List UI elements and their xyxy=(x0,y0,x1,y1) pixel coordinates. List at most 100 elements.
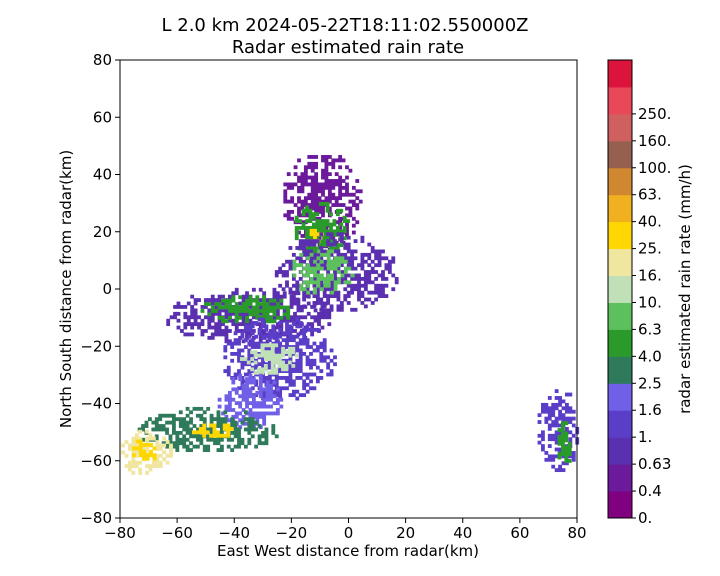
echo-cell xyxy=(333,273,337,278)
echo-cell xyxy=(329,294,334,298)
echo-cell xyxy=(329,358,334,363)
echo-cell xyxy=(327,192,332,197)
echo-cell xyxy=(186,332,191,337)
echo-cell xyxy=(168,413,173,418)
echo-cell xyxy=(339,304,344,309)
echo-cell xyxy=(561,416,566,421)
echo-cell xyxy=(175,444,180,449)
echo-cell xyxy=(360,252,365,257)
echo-cell xyxy=(145,453,150,458)
echo-cell xyxy=(571,423,576,428)
echo-cell xyxy=(240,441,245,446)
echo-cell xyxy=(261,317,265,322)
echo-cell xyxy=(278,369,283,373)
echo-cell xyxy=(274,338,279,343)
echo-cell xyxy=(564,438,569,443)
echo-cell xyxy=(334,172,339,177)
echo-cell xyxy=(309,252,314,257)
echo-cell xyxy=(151,460,156,465)
echo-cell xyxy=(313,287,317,292)
echo-cell xyxy=(176,301,181,306)
colorbar: 0.0.40.631.1.62.54.06.310.16.25.40.63.10… xyxy=(607,59,671,527)
echo-cell xyxy=(537,440,542,445)
echo-cell xyxy=(245,319,249,324)
echo-cell xyxy=(317,315,321,320)
echo-cell xyxy=(338,203,343,207)
echo-cell xyxy=(302,393,307,398)
echo-cell xyxy=(286,185,291,190)
echo-cell xyxy=(355,206,360,211)
echo-cell xyxy=(547,416,552,421)
echo-cell xyxy=(224,298,229,303)
echo-cell xyxy=(357,273,361,278)
echo-cell xyxy=(241,329,246,333)
echo-cell xyxy=(274,348,279,353)
echo-cell xyxy=(323,283,328,288)
echo-cell xyxy=(295,317,300,322)
colorbar-tick-label: 1.6 xyxy=(638,401,662,419)
echo-cell xyxy=(283,199,288,204)
echo-cell xyxy=(278,376,283,380)
echo-cell xyxy=(127,464,132,469)
echo-cell xyxy=(298,338,303,343)
echo-cell xyxy=(296,291,301,296)
echo-cell xyxy=(338,227,343,232)
echo-cell xyxy=(142,449,147,454)
echo-cell xyxy=(258,411,263,416)
colorbar-tick-label: 16. xyxy=(638,267,662,285)
echo-cell xyxy=(234,312,239,317)
x-tick-label: 60 xyxy=(510,524,529,542)
echo-cell xyxy=(298,362,303,367)
echo-cell xyxy=(298,259,303,264)
echo-cell xyxy=(241,294,246,299)
echo-cell xyxy=(216,437,221,442)
echo-cell xyxy=(296,298,301,302)
echo-cell xyxy=(316,263,321,268)
echo-cell xyxy=(351,216,356,221)
echo-cell xyxy=(561,452,565,456)
echo-cell xyxy=(303,182,308,187)
echo-cell xyxy=(330,266,335,271)
echo-cell xyxy=(313,266,317,271)
echo-cell xyxy=(329,235,334,240)
echo-cell xyxy=(330,290,335,295)
echo-cell xyxy=(250,420,255,425)
echo-cell xyxy=(564,459,569,463)
echo-cell xyxy=(350,259,355,264)
echo-cell xyxy=(312,372,317,377)
echo-cell xyxy=(288,376,293,380)
echo-cell xyxy=(317,209,322,214)
echo-cell xyxy=(272,305,277,310)
echo-cell xyxy=(185,420,190,425)
echo-cell xyxy=(282,312,287,317)
echo-cell xyxy=(260,353,265,358)
echo-cell xyxy=(281,287,286,292)
echo-cell xyxy=(243,357,248,361)
echo-cell xyxy=(326,270,331,274)
echo-cell xyxy=(168,441,173,446)
echo-cell xyxy=(193,301,198,306)
echo-cell xyxy=(269,305,273,310)
echo-cell xyxy=(318,226,323,230)
echo-cell xyxy=(305,355,310,360)
echo-cell xyxy=(297,185,301,190)
echo-cell xyxy=(230,430,235,435)
echo-cell xyxy=(305,324,310,329)
echo-cell xyxy=(275,294,280,299)
echo-cell xyxy=(324,161,329,166)
echo-cell xyxy=(223,417,228,422)
echo-cell xyxy=(237,338,241,343)
echo-cell xyxy=(299,283,304,288)
echo-cell xyxy=(200,305,205,309)
echo-cell xyxy=(346,301,351,305)
x-tick-label: 80 xyxy=(567,524,586,542)
echo-cell xyxy=(255,411,260,416)
echo-cell xyxy=(367,256,372,261)
echo-cell xyxy=(314,189,319,194)
colorbar-segment xyxy=(608,275,632,303)
echo-cell xyxy=(238,418,243,423)
echo-cell xyxy=(296,305,301,309)
echo-cell xyxy=(212,423,217,428)
echo-cell xyxy=(224,335,229,340)
echo-cell xyxy=(317,216,322,221)
